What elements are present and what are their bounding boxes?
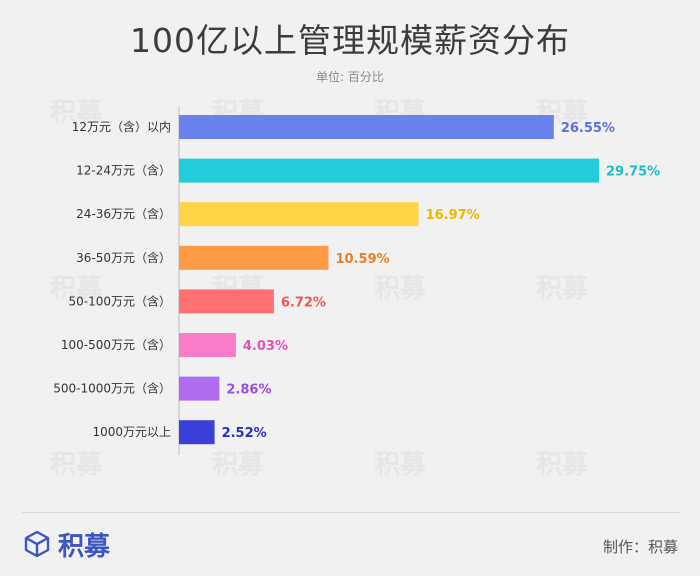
bar (179, 158, 599, 183)
category-tick-label: 24-36万元（含） (76, 206, 171, 221)
chart-subtitle: 单位: 百分比 (316, 70, 384, 84)
bar-chart: 12万元（含）以内 26.55% 12-24万元（含） 29.75% 24-36万元（含… (53, 107, 660, 455)
credit-text: 制作：积募 (602, 538, 678, 556)
bar (179, 115, 554, 139)
bar-value-label: 4.03% (243, 339, 288, 354)
bar (179, 420, 215, 445)
bar (179, 376, 220, 401)
bar (179, 289, 274, 314)
bar-value-label: 6.72% (281, 295, 326, 310)
category-tick-label: 36-50万元（含） (76, 250, 171, 265)
bar (179, 245, 329, 270)
logo-text: 积募 (58, 531, 111, 562)
category-tick-label: 50-100万元（含） (68, 293, 171, 308)
footer-divider (22, 512, 680, 513)
category-tick-label: 500-1000万元（含） (53, 381, 171, 396)
bar-value-label: 10.59% (336, 252, 390, 267)
chart-title: 100亿以上管理规模薪资分布 (130, 21, 570, 60)
bar-value-label: 2.86% (226, 383, 271, 398)
brand-logo: 积募 (22, 526, 110, 562)
category-tick-label: 1000万元以上 (92, 425, 171, 439)
bar-value-label: 26.55% (561, 121, 615, 136)
bar (179, 202, 419, 227)
cube-logo-icon (24, 530, 50, 558)
category-tick-label: 12-24万元（含） (76, 163, 171, 178)
category-tick-label: 12万元（含）以内 (72, 119, 171, 134)
category-tick-label: 100-500万元（含） (61, 337, 171, 352)
bar-value-label: 29.75% (606, 165, 660, 180)
bar (179, 333, 236, 357)
bar-value-label: 16.97% (426, 208, 480, 223)
bar-value-label: 2.52% (222, 426, 267, 441)
